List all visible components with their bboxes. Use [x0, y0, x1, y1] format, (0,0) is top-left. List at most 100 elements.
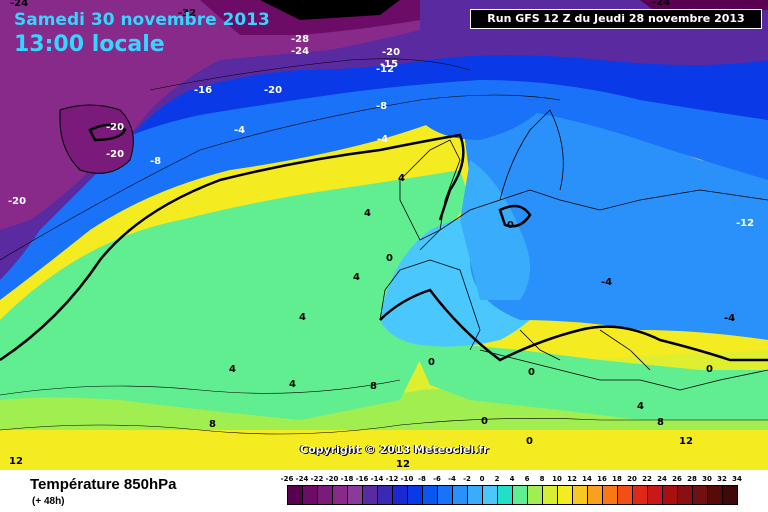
legend-swatch — [407, 485, 423, 505]
legend-label: -10 — [400, 475, 414, 483]
legend-label: -12 — [385, 475, 399, 483]
iso-label: -28 — [291, 34, 309, 45]
legend-label: 24 — [657, 475, 667, 483]
legend-label: -8 — [418, 475, 426, 483]
iso-label: 4 — [289, 379, 296, 390]
coast-greece — [599, 329, 651, 371]
legend-label: -26 — [280, 475, 294, 483]
legend-swatch — [572, 485, 588, 505]
lead-time: (+ 48h) — [32, 496, 65, 507]
legend-swatch — [452, 485, 468, 505]
legend-swatch — [527, 485, 543, 505]
legend-swatch — [422, 485, 438, 505]
legend-swatch — [722, 485, 738, 505]
iso-label: -4 — [377, 134, 388, 145]
iso-label: 4 — [299, 312, 306, 323]
forecast-time: 13:00 locale — [14, 32, 165, 57]
legend-swatch — [602, 485, 618, 505]
legend-label: -18 — [340, 475, 354, 483]
legend-label: -14 — [370, 475, 384, 483]
iso-label: -8 — [376, 101, 387, 112]
legend-label: 30 — [702, 475, 712, 483]
coast-scandinavia — [499, 109, 564, 201]
legend-swatch — [707, 485, 723, 505]
iso-label: 0 — [528, 367, 535, 378]
iso-label: -20 — [264, 85, 282, 96]
iso-label: -32 — [178, 8, 196, 19]
iso-label: -20 — [106, 149, 124, 160]
legend-swatch — [497, 485, 513, 505]
band-minus20 — [0, 0, 420, 230]
iso-label: -28 — [268, 0, 286, 8]
parameter-title: Température 850hPa — [30, 476, 177, 493]
model-run-label: Run GFS 12 Z du Jeudi 28 novembre 2013 — [470, 9, 762, 29]
legend-label: 4 — [509, 475, 515, 483]
legend-label: -6 — [433, 475, 441, 483]
legend-label: 10 — [552, 475, 562, 483]
legend-swatch — [647, 485, 663, 505]
coastlines — [379, 109, 768, 391]
iso-label: -16 — [194, 85, 212, 96]
iso-label: 0 — [526, 436, 533, 447]
band-minus4-europe — [460, 96, 768, 341]
legend-label: 16 — [597, 475, 607, 483]
isotherm-minus4 — [0, 133, 465, 362]
legend-label: 26 — [672, 475, 682, 483]
color-legend: -26 -24 -22 -20 -18 -16 -14 -12 -10 -8 -6 -4 -2 0 2 4 6 8… — [280, 475, 742, 507]
legend-swatch — [512, 485, 528, 505]
legend-label: 20 — [627, 475, 637, 483]
legend-label: 2 — [494, 475, 500, 483]
iso-label: -20 — [106, 122, 124, 133]
legend-swatch — [377, 485, 393, 505]
map-canvas: -24 -32 -28 -28 -24 -20 -15 -12 -16 -20 … — [0, 0, 768, 470]
legend-swatch — [587, 485, 603, 505]
isotherm-0-loop-nordic — [498, 204, 532, 228]
legend-label: -16 — [355, 475, 369, 483]
iso-label: 0 — [706, 364, 713, 375]
iso-label: -20 — [8, 196, 26, 207]
iso-label: 0 — [507, 220, 514, 231]
legend-swatch — [617, 485, 633, 505]
iso-label: 8 — [209, 419, 216, 430]
legend-swatch — [632, 485, 648, 505]
legend-swatch — [302, 485, 318, 505]
iso-label: 0 — [481, 416, 488, 427]
legend-label: 28 — [687, 475, 697, 483]
legend-label: 32 — [717, 475, 727, 483]
coast-uk — [399, 139, 461, 241]
iso-label: -15 — [380, 59, 398, 70]
iso-label: -4 — [724, 313, 735, 324]
band-minus2 — [460, 160, 530, 300]
legend-swatch — [557, 485, 573, 505]
iso-label: -24 — [652, 0, 670, 8]
legend-swatch — [692, 485, 708, 505]
isotherms-minor — [0, 58, 768, 435]
legend-swatch — [287, 485, 303, 505]
legend-swatch — [347, 485, 363, 505]
iso-label: 0 — [386, 253, 393, 264]
iso-label: 4 — [353, 272, 360, 283]
forecast-date: Samedi 30 novembre 2013 — [14, 10, 270, 30]
iso-label: -4 — [601, 277, 612, 288]
iso-label: -4 — [234, 125, 245, 136]
legend-label: 12 — [567, 475, 577, 483]
coast-italy — [519, 329, 561, 361]
legend-swatch — [467, 485, 483, 505]
legend-swatch — [662, 485, 678, 505]
legend-swatch — [482, 485, 498, 505]
legend-swatch — [677, 485, 693, 505]
legend-label: -24 — [295, 475, 309, 483]
copyright-notice: Copyright © 2013 Meteociel.fr — [300, 443, 489, 456]
coast-med-south — [479, 349, 768, 391]
legend-swatch — [392, 485, 408, 505]
legend-label: -20 — [325, 475, 339, 483]
iso-label: -12 — [376, 64, 394, 75]
legend-swatch — [437, 485, 453, 505]
iso-label: 0 — [428, 357, 435, 368]
legend-swatch — [542, 485, 558, 505]
legend-swatch — [317, 485, 333, 505]
iso-label: 12 — [9, 456, 23, 467]
legend-label: 6 — [524, 475, 530, 483]
iso-label: -20 — [382, 47, 400, 58]
legend-label: 0 — [479, 475, 485, 483]
